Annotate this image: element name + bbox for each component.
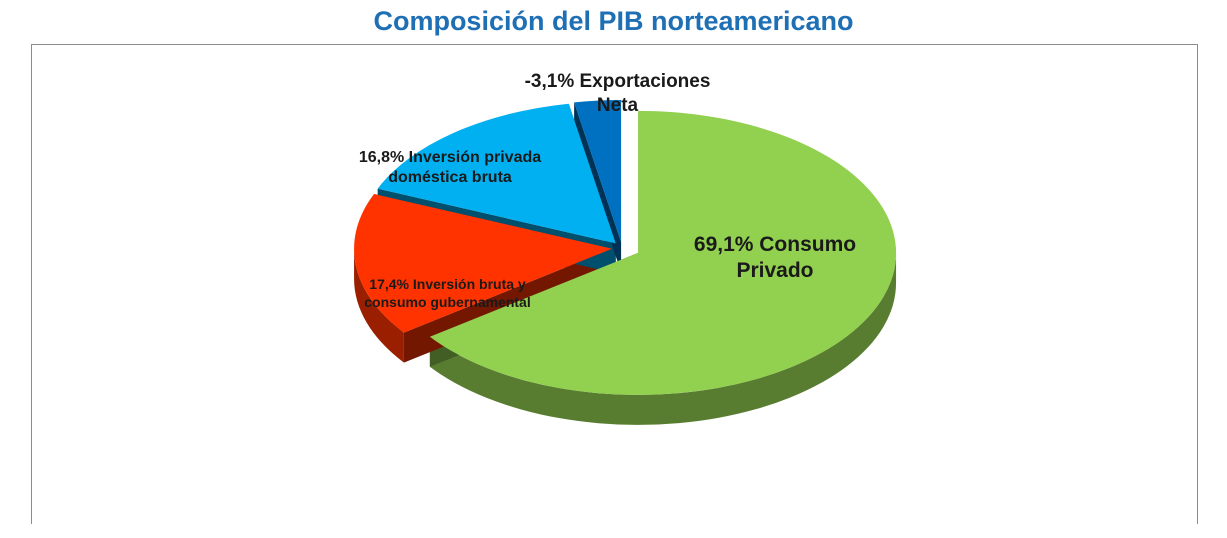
label-consumo-line1: 69,1% Consumo xyxy=(693,233,857,256)
slice-0-top xyxy=(429,110,897,395)
slice-1-top xyxy=(354,193,613,333)
label-consumo-line2: Privado xyxy=(736,259,814,283)
label-inversion-bruta: 17,4% Inversión bruta y consumo gubernam… xyxy=(340,276,555,311)
label-consumo: 69,1% Consumo Privado xyxy=(660,232,890,285)
label-inversion-privada: 16,8% Inversión privada doméstica bruta xyxy=(335,148,565,188)
plot-area xyxy=(31,44,1198,524)
label-exportaciones-line1: -3,1% Exportaciones xyxy=(524,71,711,92)
slice-2-top xyxy=(377,103,616,244)
label-inversion-privada-line1: 16,8% Inversión privada xyxy=(358,149,542,166)
label-exportaciones-line2: Neta xyxy=(596,94,639,116)
slice-3-top xyxy=(574,100,622,243)
label-inversion-bruta-line2: consumo gubernamental xyxy=(364,293,531,310)
label-inversion-privada-line2: doméstica bruta xyxy=(388,169,512,186)
label-exportaciones: -3,1% Exportaciones Neta xyxy=(500,70,735,118)
chart-title: Composición del PIB norteamericano xyxy=(373,6,854,36)
slice-0-side xyxy=(429,252,897,425)
slice-1-side xyxy=(354,248,404,363)
label-inversion-bruta-line1: 17,4% Inversión bruta y xyxy=(369,276,526,292)
